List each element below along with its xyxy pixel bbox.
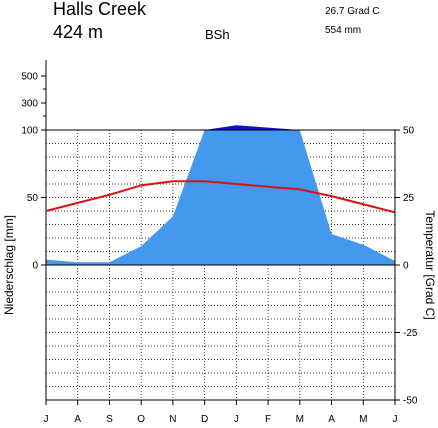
temp-tick-label: -25 [403, 328, 418, 339]
temperature-axis: 50 25 0 -25 -50 [395, 126, 418, 407]
month-label: D [201, 414, 208, 425]
precipitation-area [46, 130, 395, 265]
temperature-line [45, 180, 396, 214]
precip-tick-label: 0 [32, 261, 38, 272]
temp-tick-label: 0 [403, 261, 409, 272]
annual-precipitation: 554 mm [325, 25, 361, 36]
precipitation-axis-label: Niederschlag [mm] [2, 215, 16, 315]
precip-tick-label: 100 [21, 126, 38, 137]
mean-temperature: 26.7 Grad C [325, 6, 379, 17]
temp-tick-label: -50 [403, 396, 418, 407]
month-label: O [137, 414, 145, 425]
station-elevation: 424 m [53, 22, 103, 42]
month-label: A [74, 414, 81, 425]
month-label: N [169, 414, 176, 425]
precip-tick-label: 50 [27, 193, 39, 204]
climate-class: BSh [205, 27, 230, 42]
precip-tick-label: 300 [21, 99, 38, 110]
month-label: J [234, 414, 239, 425]
month-label: J [393, 414, 398, 425]
temp-tick-label: 25 [403, 193, 415, 204]
month-label: J [44, 414, 49, 425]
month-label: F [265, 414, 271, 425]
month-label: M [296, 414, 304, 425]
month-label: M [359, 414, 367, 425]
temperature-axis-label: Temperatur [Grad C] [423, 210, 437, 319]
precip-tick-label: 500 [21, 72, 38, 83]
month-label: A [328, 414, 335, 425]
temp-tick-label: 50 [403, 126, 415, 137]
humid-precipitation-area [204, 125, 300, 130]
month-label: S [106, 414, 113, 425]
station-name: Halls Creek [53, 0, 147, 19]
